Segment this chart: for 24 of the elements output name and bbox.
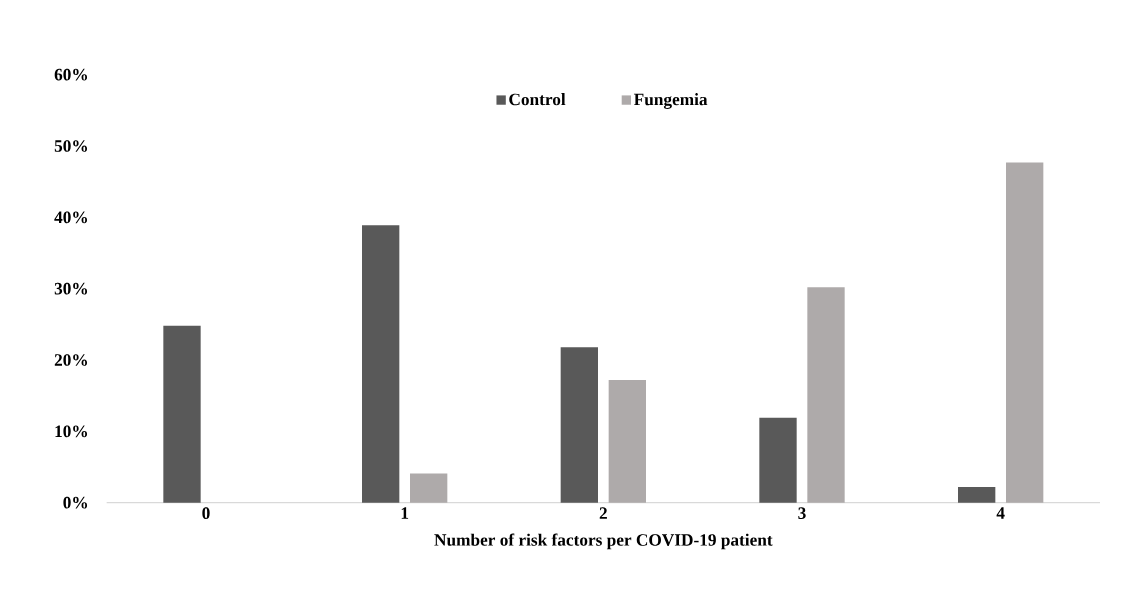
bar (560, 347, 598, 503)
y-tick-label: 50% (54, 140, 88, 152)
bar (362, 225, 400, 503)
y-tick-label: 30% (54, 282, 88, 295)
y-tick-label: 0% (63, 496, 88, 509)
y-tick-label: 20% (54, 354, 88, 366)
bar (807, 287, 845, 503)
x-tick-label: 4 (996, 507, 1005, 519)
bar (1006, 162, 1044, 503)
bar (410, 473, 448, 503)
y-tick-label: 40% (54, 211, 88, 224)
y-tick-label: 10% (55, 425, 88, 438)
bar (759, 417, 797, 503)
x-tick-label: 0 (202, 507, 210, 520)
legend-label: Fungemia (633, 93, 708, 109)
x-tick-label: 3 (798, 507, 806, 519)
bar (163, 325, 201, 503)
x-tick-label: 1 (401, 507, 409, 519)
y-tick-label: 60% (54, 68, 88, 81)
bar (958, 486, 996, 503)
bar (608, 379, 647, 503)
x-axis-title: Number of risk factors per COVID-19 patient (434, 533, 773, 550)
legend-label: Control (509, 93, 566, 106)
x-tick-label: 2 (599, 507, 607, 519)
